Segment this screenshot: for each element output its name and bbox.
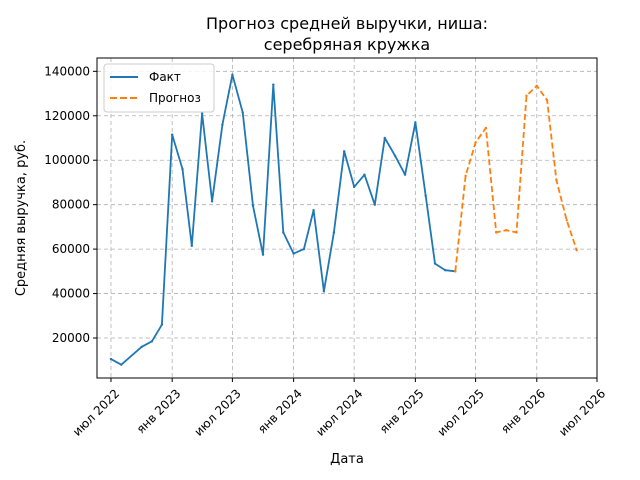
data-point [535,84,538,87]
data-point [292,252,295,255]
data-point [454,270,457,273]
legend-label-fact: Факт [149,70,181,84]
data-point [302,247,306,251]
data-point [403,173,407,176]
legend: Факт Прогноз [103,63,215,113]
axes: июл 2022 янв 2023 июл 2023 янв 2024 июл 2024… [44,64,608,438]
data-point [150,340,154,343]
y-tick-label: 20000 [52,331,90,345]
data-point [555,179,558,182]
series-layer [109,73,578,366]
data-point [393,154,397,157]
data-point [515,231,518,234]
data-point [444,269,447,272]
x-tick-label: июл 2023 [191,386,243,438]
data-point [322,290,326,293]
y-tick-label: 80000 [52,198,90,212]
data-point [109,357,113,361]
data-point [190,244,194,247]
x-tick-label: июл 2025 [435,386,487,438]
chart-title-line-1: Прогноз средней выручки, ниша: [206,14,488,33]
y-tick-label: 60000 [52,242,90,256]
y-axis-label: Средняя выручка, руб. [14,140,29,296]
x-tick-label: янв 2023 [134,386,184,436]
data-point [342,150,346,153]
grid [97,58,598,378]
data-point [261,253,265,256]
data-point [312,209,315,212]
data-point [170,133,174,136]
data-point [484,126,488,130]
data-point [525,94,528,97]
data-point [464,174,467,177]
data-point [272,83,275,86]
data-point [565,219,568,222]
series-line-fact [110,73,456,366]
data-point [200,112,204,115]
data-point [181,167,184,171]
chart-title-line-2: серебряная кружка [264,35,430,54]
data-point [575,249,578,252]
data-point [210,200,214,203]
data-point [363,173,366,176]
data-point [433,262,437,265]
x-tick-label: июл 2026 [556,386,608,438]
plot-frame [96,57,598,379]
data-point [414,121,417,124]
data-point [231,73,234,76]
data-point [495,231,498,234]
y-tick-label: 100000 [44,153,90,167]
x-tick-label: янв 2026 [498,386,548,436]
x-axis-label: Дата [330,452,364,467]
data-point [474,141,477,144]
legend-label-forecast: Прогноз [149,91,201,105]
data-point [373,203,376,206]
x-tick-label: янв 2025 [377,386,427,436]
y-tick-label: 40000 [52,287,90,301]
y-tick-label: 140000 [44,64,90,78]
data-point [120,363,123,366]
data-point [241,111,244,114]
x-tick-label: июл 2022 [70,386,122,438]
y-tick-label: 120000 [44,109,90,123]
data-point [424,194,427,197]
series-line-forecast [454,84,578,272]
chart-title: Прогноз средней выручки, ниша: серебряна… [206,14,488,54]
data-point [352,185,356,189]
data-point [221,123,224,126]
data-point [282,231,285,234]
data-point [332,231,336,234]
x-tick-label: янв 2024 [255,386,305,436]
data-point [545,99,549,102]
x-tick-label: июл 2024 [313,386,365,438]
data-point [383,136,386,140]
data-point [251,204,255,207]
data-point [504,229,508,232]
data-point [140,345,143,349]
data-point [160,323,164,326]
